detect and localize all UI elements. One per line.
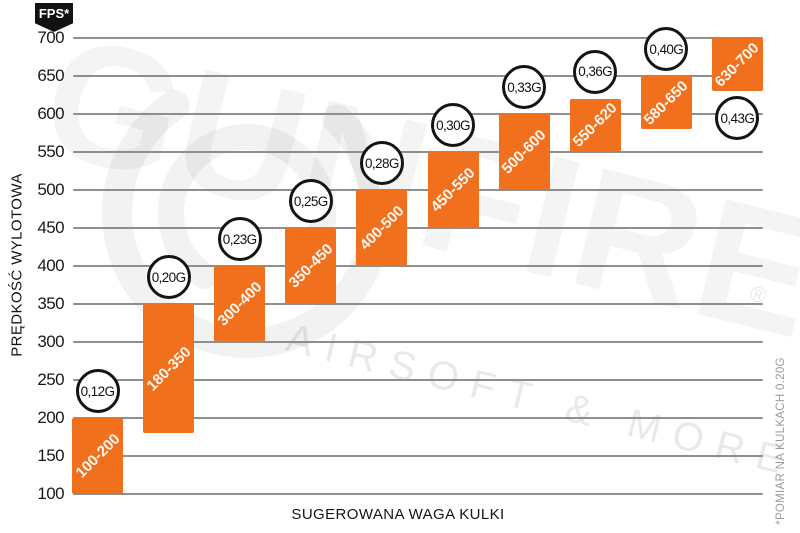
x-axis-title: SUGEROWANA WAGA KULKI (291, 506, 505, 523)
bar-range-label: 550-620 (569, 99, 621, 151)
ytick-label: 300 (37, 332, 64, 351)
gridline (73, 226, 763, 230)
velocity-bar: 100-200 (72, 418, 123, 494)
gridline (73, 36, 763, 40)
gridline (73, 378, 763, 382)
ytick-label: 350 (37, 294, 64, 313)
weight-label: 0,36G (578, 64, 613, 80)
gridline (73, 416, 763, 420)
gridline (73, 492, 763, 496)
gridline (73, 302, 763, 306)
velocity-bar: 350-450 (285, 228, 337, 304)
ytick-label: 600 (37, 104, 64, 123)
bar-range-label: 500-600 (498, 126, 550, 178)
bar-range-label: 580-650 (640, 77, 692, 129)
velocity-bar: 180-350 (143, 304, 195, 434)
weight-circle-badge: 0,40G (644, 27, 689, 71)
velocity-bar: 400-500 (356, 190, 408, 266)
gridline (73, 150, 763, 154)
velocity-bar: 550-620 (569, 98, 621, 152)
bar-range-label: 630-700 (711, 39, 763, 91)
weight-label: 0,43G (720, 110, 755, 126)
ytick-label: 700 (37, 28, 64, 47)
gridline (73, 74, 763, 78)
ytick-label: 450 (37, 218, 64, 237)
weight-label: 0,33G (507, 79, 541, 95)
ytick-label: 500 (37, 180, 64, 199)
weight-circle-badge: 0,25G (288, 179, 333, 223)
weight-label: 0,40G (649, 41, 684, 57)
weight-circle-badge: 0,36G (573, 49, 618, 94)
gridline (73, 454, 763, 458)
weight-circle-badge: 0,28G (359, 141, 404, 185)
gridline (73, 340, 763, 344)
velocity-bar: 300-400 (214, 266, 266, 342)
weight-circle-badge: 0,30G (431, 103, 475, 147)
bar-range-label: 450-550 (427, 164, 479, 216)
velocity-bar: 580-650 (640, 76, 692, 130)
weight-label: 0,23G (222, 231, 257, 247)
weight-label: 0,25G (293, 193, 328, 209)
ytick-label: 250 (37, 370, 64, 389)
ytick-label: 650 (37, 66, 64, 85)
weight-label: 0,12G (80, 383, 115, 399)
ytick-label: 550 (37, 142, 64, 161)
ytick-label: 400 (37, 256, 64, 275)
ytick-label: 200 (37, 408, 64, 427)
bar-range-label: 350-450 (285, 240, 337, 292)
weight-circle-badge: 0,33G (502, 65, 547, 109)
weight-label: 0,30G (436, 117, 470, 133)
measurement-footnote: *POMIAR NA KULKACH 0.20G (775, 357, 787, 525)
weight-circle-badge: 0,23G (217, 217, 262, 261)
bar-range-label: 400-500 (356, 202, 408, 254)
bar-range-label: 180-350 (143, 343, 195, 395)
weight-circle-badge: 0,20G (146, 255, 191, 299)
weight-circle-badge: 0,43G (715, 96, 760, 141)
velocity-bar: 450-550 (427, 152, 479, 228)
gridline (73, 264, 763, 268)
bar-range-label: 300-400 (214, 278, 266, 330)
bar-range-label: 100-200 (72, 430, 123, 482)
ytick-label: 100 (37, 484, 64, 503)
gridline (73, 112, 763, 116)
weight-label: 0,28G (365, 155, 399, 171)
weight-circle-badge: 0,12G (75, 369, 120, 413)
gridline (73, 188, 763, 192)
weight-label: 0,20G (151, 269, 186, 285)
velocity-bar: 630-700 (711, 38, 763, 92)
y-axis-title: PRĘDKOŚĆ WYLOTOWA (8, 173, 26, 357)
velocity-bar: 500-600 (498, 114, 550, 190)
ytick-label: 150 (37, 446, 64, 465)
